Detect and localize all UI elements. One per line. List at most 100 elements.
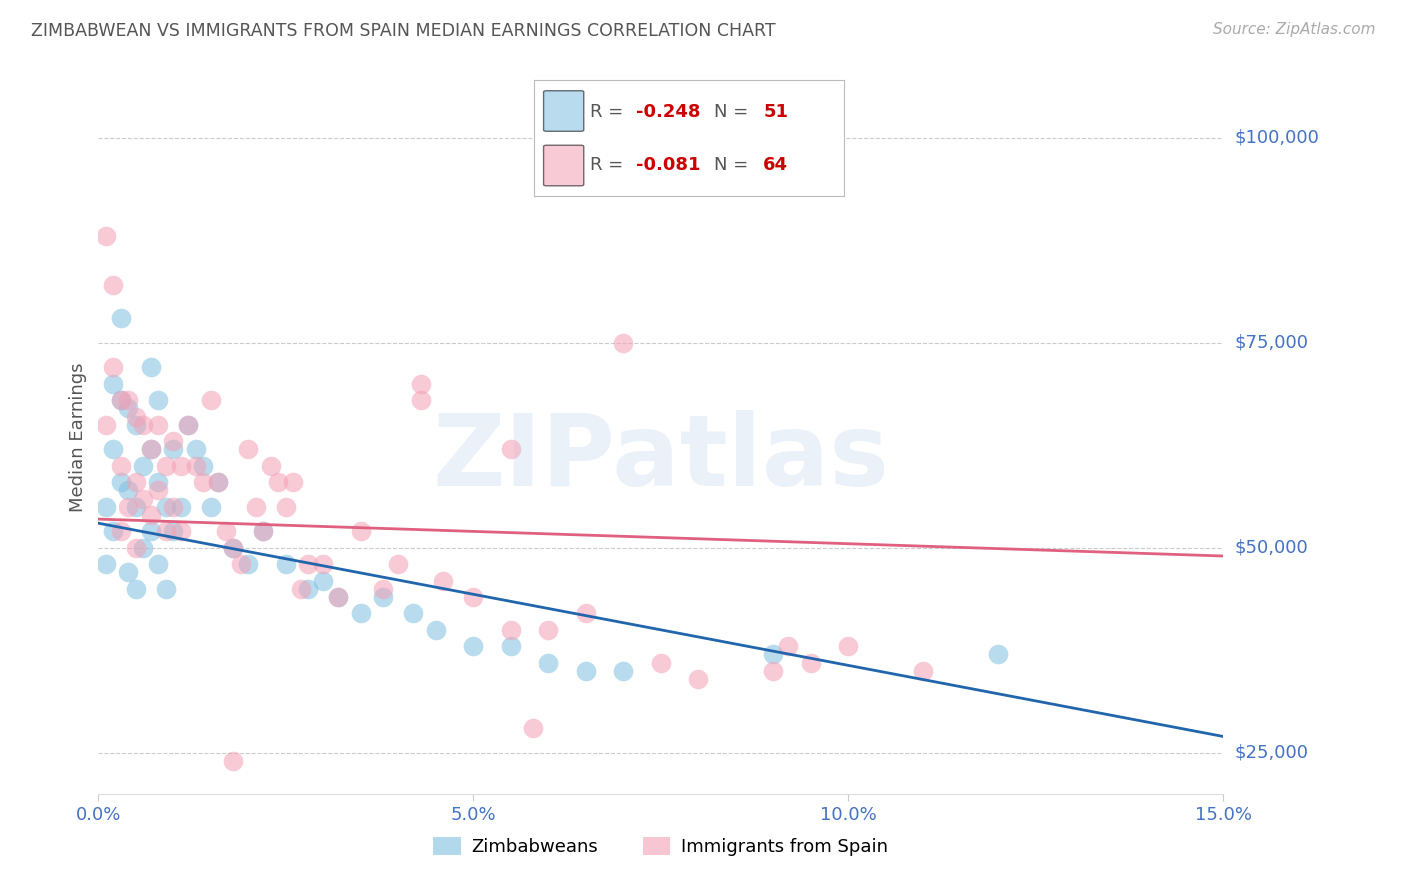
Legend: Zimbabweans, Immigrants from Spain: Zimbabweans, Immigrants from Spain — [426, 830, 896, 863]
Text: R =: R = — [591, 103, 628, 120]
Point — [207, 475, 229, 490]
Point — [117, 401, 139, 416]
Point — [499, 623, 522, 637]
Point — [117, 500, 139, 514]
Point — [215, 524, 238, 539]
Point — [132, 417, 155, 432]
Point — [522, 721, 544, 735]
Point — [177, 417, 200, 432]
Point — [260, 458, 283, 473]
Text: $75,000: $75,000 — [1234, 334, 1309, 351]
Point — [132, 541, 155, 555]
Point — [238, 558, 260, 572]
Point — [139, 442, 162, 457]
Point — [103, 524, 125, 539]
Point — [762, 648, 785, 662]
Point — [94, 417, 117, 432]
Point — [125, 500, 148, 514]
Point — [537, 656, 560, 670]
Point — [650, 656, 672, 670]
FancyBboxPatch shape — [544, 91, 583, 131]
Point — [537, 623, 560, 637]
Point — [575, 664, 598, 678]
Point — [117, 393, 139, 408]
Point — [139, 442, 162, 457]
Point — [139, 524, 162, 539]
Point — [612, 335, 634, 350]
Point — [125, 475, 148, 490]
Point — [110, 393, 132, 408]
Point — [245, 500, 267, 514]
Point — [252, 524, 274, 539]
Point — [177, 417, 200, 432]
Point — [162, 524, 184, 539]
Point — [110, 393, 132, 408]
Point — [778, 639, 800, 653]
Text: Source: ZipAtlas.com: Source: ZipAtlas.com — [1212, 22, 1375, 37]
Point — [155, 458, 177, 473]
Point — [162, 434, 184, 449]
Point — [103, 360, 125, 375]
Point — [125, 409, 148, 424]
Point — [290, 582, 312, 596]
Point — [139, 508, 162, 522]
Point — [350, 607, 373, 621]
Point — [162, 500, 184, 514]
Point — [170, 524, 193, 539]
Point — [117, 566, 139, 580]
Point — [94, 500, 117, 514]
Point — [200, 393, 222, 408]
Text: -0.248: -0.248 — [637, 103, 700, 120]
Text: N =: N = — [714, 156, 754, 174]
Point — [207, 475, 229, 490]
Point — [229, 558, 252, 572]
Text: $25,000: $25,000 — [1234, 744, 1309, 762]
Point — [125, 582, 148, 596]
Point — [117, 483, 139, 498]
Point — [238, 442, 260, 457]
Text: 51: 51 — [763, 103, 789, 120]
Point — [575, 607, 598, 621]
FancyBboxPatch shape — [544, 145, 583, 186]
Point — [148, 475, 170, 490]
Point — [409, 393, 432, 408]
Point — [402, 607, 425, 621]
Point — [432, 574, 454, 588]
Y-axis label: Median Earnings: Median Earnings — [69, 362, 87, 512]
Point — [499, 639, 522, 653]
Text: ZIPatlas: ZIPatlas — [433, 410, 889, 507]
Text: $50,000: $50,000 — [1234, 539, 1308, 557]
Point — [688, 672, 710, 686]
Point — [125, 417, 148, 432]
Point — [155, 500, 177, 514]
Point — [139, 360, 162, 375]
Point — [499, 442, 522, 457]
Point — [148, 417, 170, 432]
Point — [350, 524, 373, 539]
Point — [312, 558, 335, 572]
Point — [328, 590, 350, 604]
Point — [267, 475, 290, 490]
Point — [297, 582, 319, 596]
Point — [222, 541, 245, 555]
Point — [373, 582, 395, 596]
Point — [110, 311, 132, 326]
Point — [132, 458, 155, 473]
Text: $100,000: $100,000 — [1234, 128, 1319, 146]
Point — [425, 623, 447, 637]
Point — [222, 541, 245, 555]
Point — [94, 558, 117, 572]
Point — [463, 639, 485, 653]
Point — [987, 648, 1010, 662]
Text: -0.081: -0.081 — [637, 156, 700, 174]
Point — [252, 524, 274, 539]
Text: N =: N = — [714, 103, 754, 120]
Point — [125, 541, 148, 555]
Point — [184, 442, 207, 457]
Point — [283, 475, 305, 490]
Point — [328, 590, 350, 604]
Point — [155, 524, 177, 539]
Point — [312, 574, 335, 588]
Point — [162, 442, 184, 457]
Point — [612, 664, 634, 678]
